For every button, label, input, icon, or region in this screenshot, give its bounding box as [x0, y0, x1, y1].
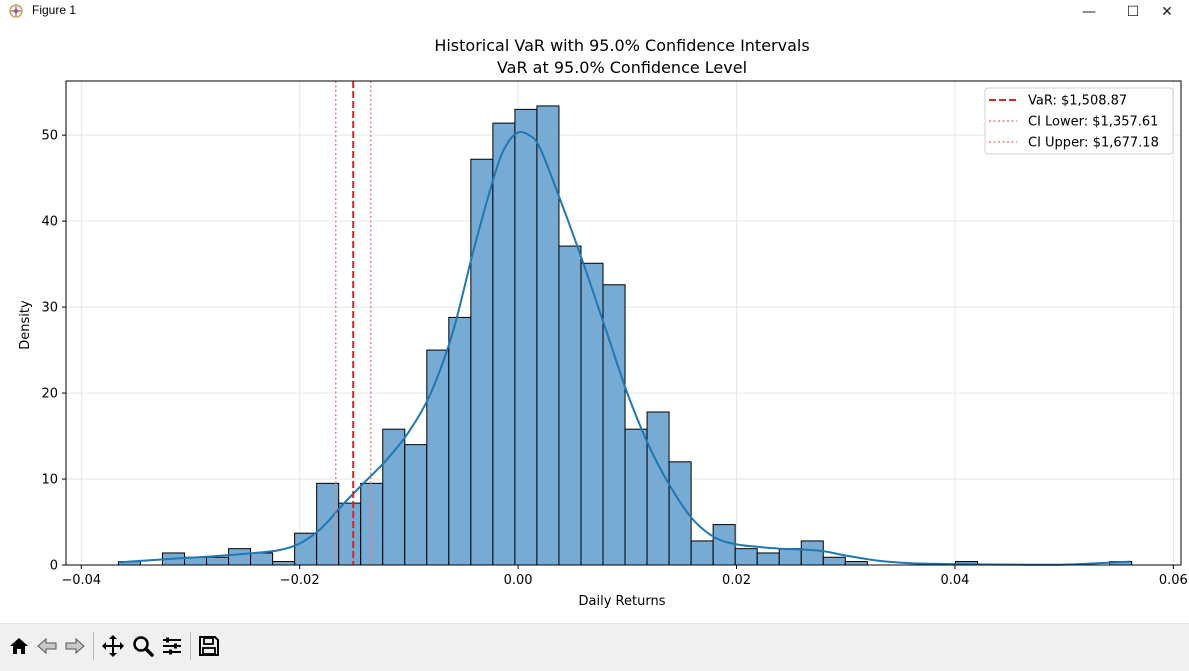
legend-label: VaR: $1,508.87 [1028, 94, 1127, 109]
histogram-bar [624, 428, 648, 566]
y-tick-label: 20 [41, 387, 58, 402]
legend-label: CI Upper: $1,677.18 [1028, 136, 1159, 151]
navigation-toolbar [0, 623, 1189, 671]
app-icon [9, 4, 23, 18]
histogram-bar [206, 556, 230, 566]
axes-frame [65, 80, 1182, 566]
x-tick-label: 0.04 [940, 573, 969, 588]
close-icon: ✕ [1161, 3, 1173, 20]
histogram-bar [734, 548, 758, 566]
pan-icon [102, 635, 124, 657]
maximize-icon: ☐ [1126, 3, 1140, 20]
histogram-bar [558, 245, 582, 566]
minimize-icon: — [1082, 3, 1096, 20]
back-button[interactable] [33, 632, 61, 660]
histogram-bar [404, 444, 428, 566]
histogram-bar [800, 540, 824, 566]
var-lines [334, 81, 372, 565]
x-tick-label: −0.02 [280, 573, 320, 588]
save-button[interactable] [195, 632, 223, 660]
minimize-button[interactable]: — [1067, 0, 1111, 23]
histogram-bar [228, 548, 252, 566]
kde-line [118, 131, 1130, 566]
histogram-bar [602, 284, 626, 566]
histogram-bar [646, 411, 670, 566]
histogram-bar [514, 108, 538, 566]
histogram-bar [250, 552, 274, 566]
kde-curve [118, 131, 1130, 566]
y-tick-label: 30 [41, 301, 58, 316]
chart: −0.04 −0.02 0.00 0.02 0.04 0.06 0 10 20 30 40 50 Hi… [18, 36, 1188, 609]
histogram-bar [294, 532, 318, 566]
pan-button[interactable] [99, 632, 127, 660]
histogram-bar [822, 556, 846, 566]
histogram-bar [272, 561, 296, 566]
toolbar-separator [190, 632, 191, 660]
histogram-bar [536, 105, 560, 566]
histogram-bar [448, 316, 472, 566]
axis-ticks: −0.04 −0.02 0.00 0.02 0.04 0.06 0 10 20 30 40 50 [41, 129, 1187, 588]
histogram-bars [117, 105, 1133, 566]
configure-subplots-icon [163, 637, 181, 655]
chart-subtitle: VaR at 95.0% Confidence Level [497, 58, 747, 77]
toolbar-separator [93, 632, 94, 660]
zoom-button[interactable] [129, 632, 157, 660]
y-tick-label: 10 [41, 473, 58, 488]
legend: VaR: $1,508.87 CI Lower: $1,357.61 CI Uppe… [984, 87, 1174, 155]
x-axis-label: Daily Returns [579, 594, 666, 609]
histogram-bar [338, 502, 362, 566]
maximize-button[interactable]: ☐ [1111, 0, 1155, 23]
histogram-bar [778, 548, 802, 566]
x-tick-label: 0.06 [1159, 573, 1188, 588]
home-icon [10, 638, 28, 654]
histogram-bar [712, 524, 736, 566]
window-title: Figure 1 [32, 3, 77, 17]
forward-button[interactable] [61, 632, 89, 660]
histogram-bar [844, 561, 868, 566]
y-tick-label: 0 [50, 559, 58, 574]
figure-canvas[interactable]: −0.04 −0.02 0.00 0.02 0.04 0.06 0 10 20 30 40 50 Hi… [0, 23, 1189, 623]
back-icon [37, 637, 57, 655]
legend-label: CI Lower: $1,357.61 [1028, 115, 1158, 130]
y-axis-label: Density [18, 300, 33, 350]
y-tick-label: 50 [41, 129, 58, 144]
close-button[interactable]: ✕ [1145, 0, 1189, 23]
window-titlebar: Figure 1 — ☐ ✕ [0, 0, 1189, 24]
legend-box [984, 87, 1174, 155]
histogram-bar [492, 122, 516, 566]
chart-title: Historical VaR with 95.0% Confidence Int… [434, 36, 809, 55]
x-tick-label: −0.04 [61, 573, 101, 588]
y-tick-label: 40 [41, 215, 58, 230]
x-tick-label: 0.00 [504, 573, 533, 588]
save-icon [199, 636, 219, 656]
x-tick-label: 0.02 [722, 573, 751, 588]
histogram-bar [360, 482, 384, 566]
configure-subplots-button[interactable] [158, 632, 186, 660]
home-button[interactable] [5, 632, 33, 660]
forward-icon [65, 637, 85, 655]
histogram-bar [382, 428, 406, 566]
histogram-bar [756, 552, 780, 566]
histogram-bar [690, 540, 714, 566]
histogram-bar [426, 349, 450, 566]
zoom-icon [133, 636, 154, 657]
